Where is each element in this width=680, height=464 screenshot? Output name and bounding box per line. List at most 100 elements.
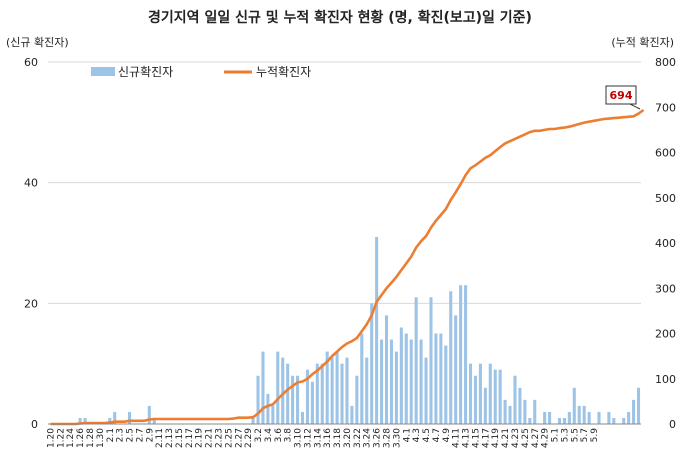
x-tick-label: 2.7 [135,428,145,442]
x-tick-label: 2.1 [106,428,116,442]
x-tick-label: 2.27 [234,428,244,448]
x-tick-label: 4.15 [471,428,481,448]
bar [622,417,626,424]
x-tick-label: 2.15 [175,428,185,448]
x-tick-label: 2.13 [165,428,175,448]
right-tick-label: 400 [655,237,676,250]
right-tick-label: 700 [655,101,676,114]
bar [636,387,641,424]
bar [310,381,314,424]
left-tick-label: 40 [24,177,38,190]
x-tick-label: 2.21 [205,428,215,448]
bar [320,363,324,424]
bar [375,236,379,424]
x-tick-label: 4.23 [511,428,521,448]
annotation-callout: 694 [605,85,641,110]
legend-bar-label: 신규확진자 [118,65,173,79]
x-tick-label: 3.26 [373,428,383,448]
right-tick-label: 600 [655,147,676,160]
right-tick-label: 0 [669,418,676,431]
bar [315,363,319,424]
bar [483,387,487,424]
left-tick-label: 0 [31,418,38,431]
x-tick-label: 4.17 [481,428,491,448]
bar [582,405,586,424]
x-tick-label: 3.8 [284,428,294,443]
cumulative-line [50,108,645,426]
bar [528,417,532,424]
bar [325,351,329,424]
bar [567,411,571,424]
x-tick-label: 2.11 [155,428,165,448]
right-tick-label: 200 [655,328,676,341]
x-tick-label: 3.30 [392,428,402,448]
x-tick-label: 1.20 [46,428,56,448]
bar [503,399,507,424]
x-tick-label: 5.7 [580,428,590,442]
x-tick-label: 5.3 [560,428,570,442]
x-tick-label: 1.30 [96,428,106,448]
bar [365,357,369,424]
x-tick-label: 3.20 [343,428,353,448]
bar [449,291,453,424]
x-tick-label: 3.6 [274,428,284,443]
x-tick-label: 4.27 [531,428,541,448]
bar [261,351,265,424]
bar [340,363,344,424]
bar [404,333,408,424]
legend-bar-swatch [91,67,115,76]
line-series [50,108,645,426]
x-tick-label: 1.22 [56,428,66,448]
bar [612,417,616,424]
x-tick-label: 2.3 [116,428,126,442]
x-tick-label: 4.5 [422,428,432,442]
bar [572,387,576,424]
x-tick-label: 3.4 [264,428,274,443]
bar [152,417,156,424]
annotation-box [605,85,637,105]
x-tick-label: 1.26 [76,428,86,448]
x-tick-label: 4.3 [412,428,422,442]
bar [300,411,305,424]
x-tick-label: 4.29 [541,428,551,448]
bar [429,297,433,424]
bar [632,399,636,424]
left-tick-label: 20 [24,297,38,310]
bar [384,315,389,424]
bar [335,351,339,424]
bar [562,417,566,424]
bar [409,339,413,424]
bar [473,375,477,424]
right-axis-label: (누적 확진자) [611,36,674,49]
bar [577,405,581,424]
bar [291,375,295,424]
bar [394,351,398,424]
bar [488,363,492,424]
right-tick-label: 300 [655,282,676,295]
x-tick-label: 5.9 [590,428,600,443]
bar [498,369,502,424]
bar [478,363,482,424]
bar [454,315,458,424]
bar [543,411,547,424]
x-tick-label: 4.7 [432,428,442,442]
bar [305,369,309,424]
bar [83,417,87,424]
bar [345,357,349,424]
x-tick-label: 3.24 [363,428,373,448]
x-axis-ticks: 1.20 1.22 1.24 1.26 1.28 1.30 2.1 2.3 2.5 2.7 2.9 2… [46,428,600,448]
x-tick-label: 5.5 [570,428,580,442]
bar [533,399,537,424]
bar [276,351,280,424]
bar [389,339,393,424]
right-tick-label: 800 [655,56,676,69]
bar [523,399,527,424]
bar [548,411,552,424]
bar-series [78,236,641,424]
x-tick-label: 2.9 [145,428,155,443]
bar [286,363,290,424]
bar [266,393,270,424]
bar [468,363,473,424]
bar [464,285,468,424]
